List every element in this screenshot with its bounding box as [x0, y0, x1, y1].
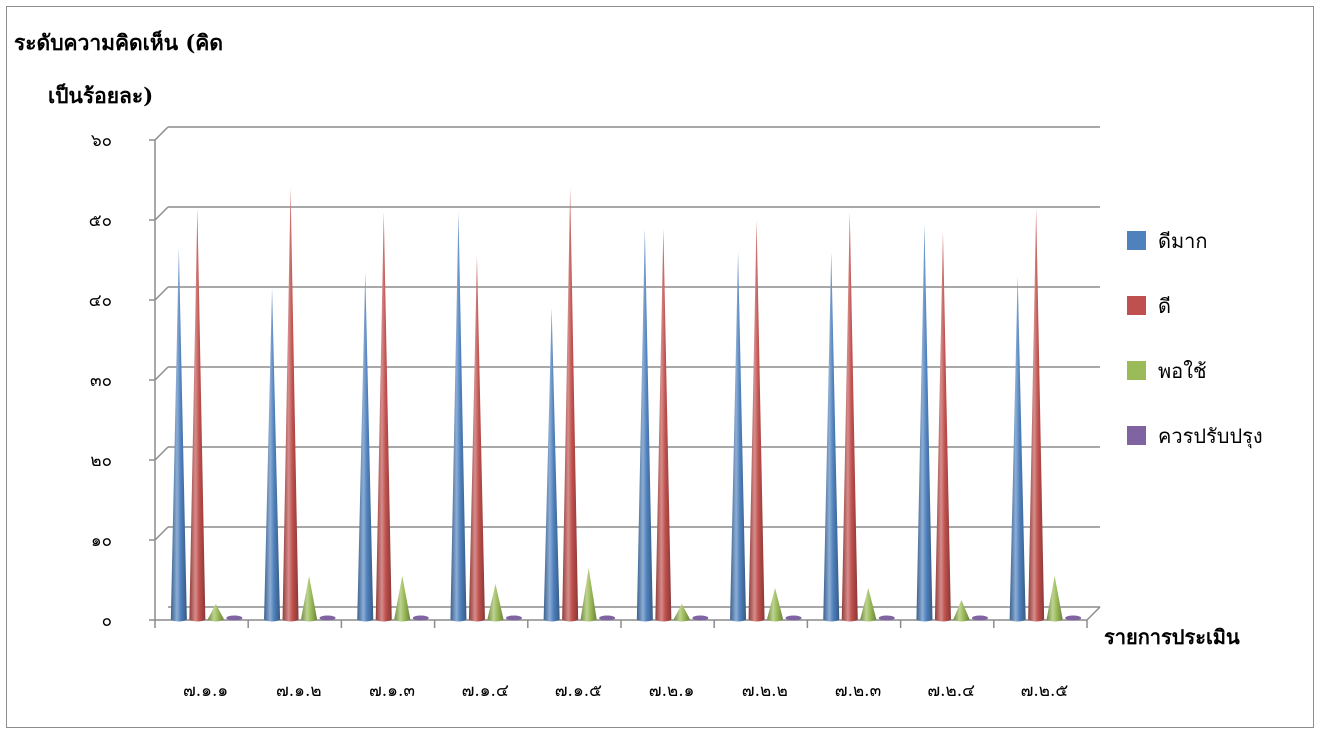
cone-1 [934, 232, 951, 622]
x-tick-label: ๗.๑.๕ [555, 681, 602, 701]
cone-3 [505, 615, 522, 621]
cone-0 [543, 308, 560, 622]
cone-0 [264, 288, 281, 622]
legend-label: ควรปรับปรุง [1158, 424, 1263, 449]
x-tick-label: ๗.๒.๓ [835, 681, 881, 701]
x-tick-label: ๗.๑.๑ [183, 681, 228, 701]
x-tick-label: ๗.๒.๔ [927, 681, 975, 701]
x-tick-label: ๗.๒.๑ [649, 681, 695, 701]
x-tick-label: ๗.๑.๓ [369, 681, 415, 701]
cone-0 [357, 272, 374, 622]
legend-label: พอใช้ [1158, 359, 1207, 383]
legend-swatch [1127, 231, 1146, 250]
cone-0 [823, 252, 840, 622]
cone-1 [1028, 208, 1045, 622]
cone-0 [450, 212, 467, 622]
gridline-side [154, 286, 169, 301]
y-tick-label: ๒๐ [90, 451, 112, 471]
cone-1 [189, 208, 206, 622]
cone-3 [226, 615, 243, 621]
cone-1 [748, 220, 765, 622]
cone-2 [394, 576, 411, 622]
x-tick-label: ๗.๒.๒ [742, 681, 788, 701]
y-tick-label: ๔๐ [89, 291, 112, 311]
cone-0 [170, 248, 187, 622]
cone-2 [1046, 576, 1063, 622]
x-tick-label: ๗.๑.๒ [276, 681, 322, 701]
cone-1 [468, 256, 485, 622]
cone-3 [319, 615, 336, 621]
y-axis-title-line-2: เป็นร้อยละ) [48, 82, 153, 108]
cone-2 [673, 604, 690, 622]
cone-2 [580, 568, 597, 622]
legend-swatch [1127, 361, 1146, 380]
cone-3 [878, 615, 895, 621]
cone-0 [1009, 276, 1026, 622]
legend-swatch [1127, 296, 1146, 315]
legend-swatch [1127, 426, 1146, 445]
gridline-side [154, 126, 169, 141]
cone-3 [599, 615, 616, 621]
cone-1 [375, 212, 392, 622]
floor-right-edge [1086, 606, 1101, 621]
y-axis-title-line-1: ระดับความคิดเห็น (คิด [14, 29, 223, 55]
x-tick-label: ๗.๒.๕ [1021, 681, 1069, 701]
cone-2 [207, 604, 224, 622]
cone-1 [655, 228, 672, 622]
y-tick-label: ๑๐ [91, 531, 112, 551]
x-tick-label: ๗.๑.๔ [462, 681, 509, 701]
gridline-side [154, 526, 169, 541]
cone-2 [301, 576, 318, 622]
cone-3 [785, 615, 802, 621]
cone-1 [841, 212, 858, 622]
cone-1 [282, 188, 299, 622]
cone-2 [767, 588, 784, 622]
cone-3 [412, 615, 429, 621]
legend-label: ดีมาก [1158, 229, 1208, 253]
cone-3 [971, 615, 988, 621]
y-tick-label: ๐ [102, 611, 112, 631]
cone-0 [636, 228, 653, 622]
cone-2 [953, 600, 970, 622]
y-tick-label: ๖๐ [91, 131, 112, 151]
cone-3 [1065, 615, 1082, 621]
cone-2 [487, 584, 504, 622]
y-tick-label: ๕๐ [89, 211, 112, 231]
cone-3 [692, 615, 709, 621]
cone-0 [730, 252, 747, 622]
gridline-side [154, 366, 169, 381]
x-axis-title: รายการประเมิน [1104, 625, 1240, 649]
legend-label: ดี [1158, 294, 1171, 318]
y-tick-label: ๓๐ [90, 371, 112, 391]
cone-2 [860, 588, 877, 622]
gridline-side [154, 206, 169, 221]
gridline-side [154, 446, 169, 461]
cone-1 [562, 188, 579, 622]
cone-0 [916, 224, 933, 622]
